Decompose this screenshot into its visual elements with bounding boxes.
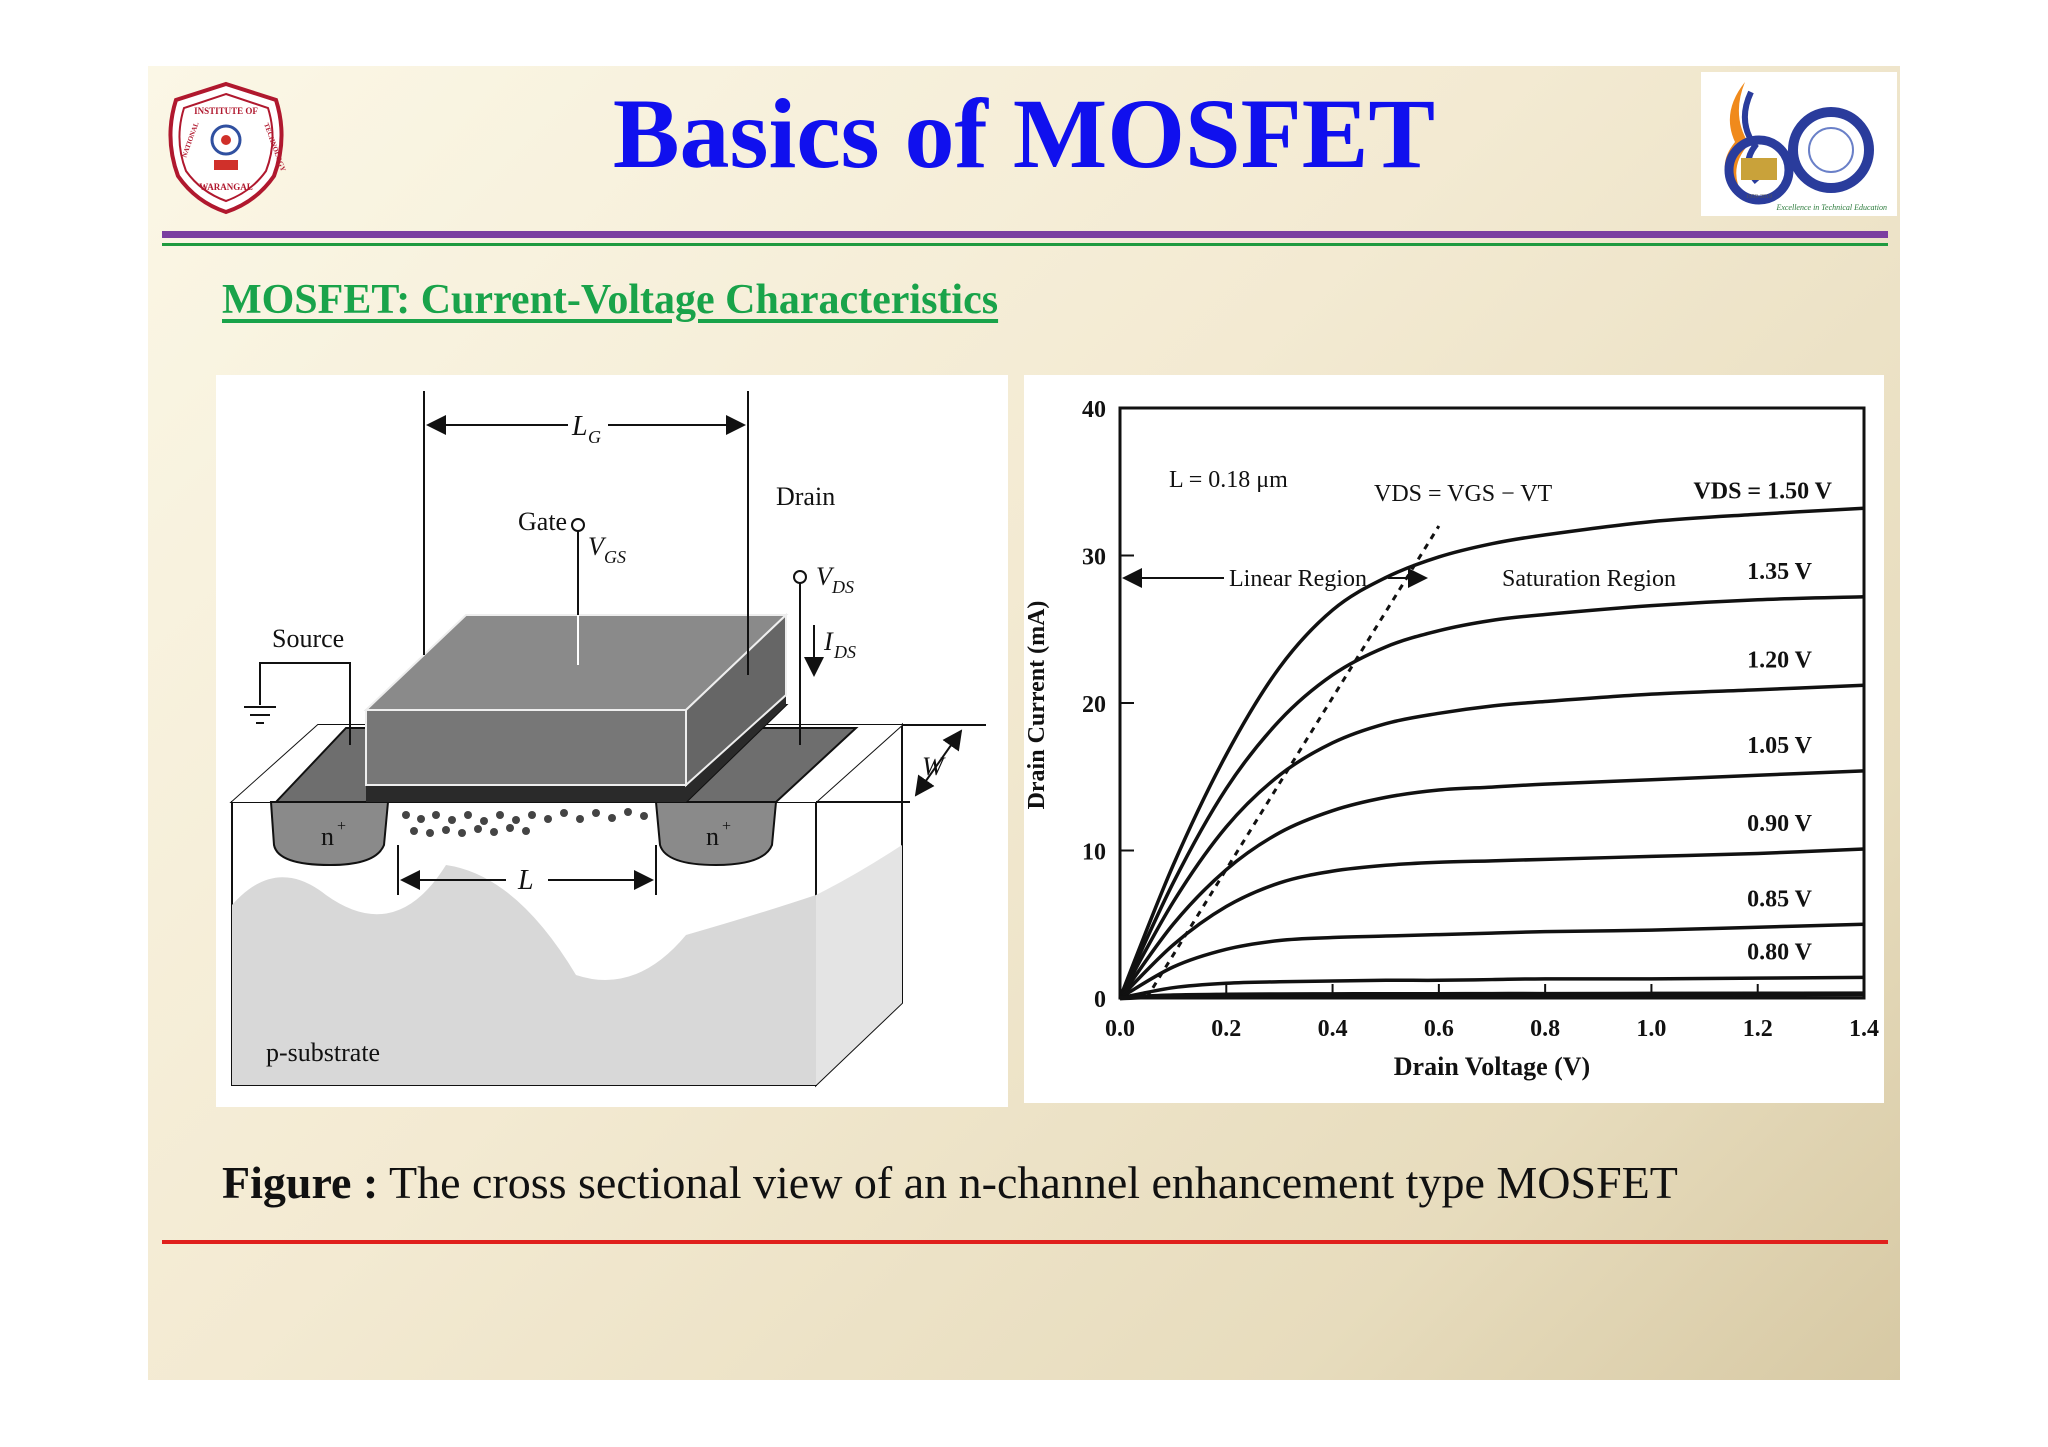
series-label: 0.85 V [1747,886,1813,912]
caption-label: Figure : [222,1157,379,1208]
x-axis-label: Drain Voltage (V) [1394,1052,1590,1081]
width-label: W [922,752,946,781]
series-label: 0.90 V [1747,811,1813,837]
caption-text: The cross sectional view of an n-channel… [388,1157,1678,1208]
diamond-jubilee-60-logo-icon: 1959-2019 Excellence in Technical Educat… [1701,72,1897,216]
series-label: 1.20 V [1747,647,1813,673]
x-tick-label: 0.2 [1211,1016,1241,1042]
iv-curve-line [1118,595,1865,999]
svg-text:+: + [722,818,731,835]
saturation-region-label: Saturation Region [1502,566,1676,592]
svg-text:DS: DS [831,577,854,597]
svg-text:+: + [337,818,346,835]
x-tick-label: 0.0 [1105,1016,1135,1042]
y-tick-label: 10 [1082,840,1106,866]
mosfet-cross-section-diagram: n + n + L G [216,375,1008,1107]
x-tick-label: 1.0 [1636,1016,1666,1042]
svg-text:1959-2019: 1959-2019 [1746,194,1772,200]
iv-characteristics-chart: 0 10 20 30 40 0.0 0.2 0.4 0.6 0.8 1.0 1.2 1.4 VDS =… [1024,375,1884,1103]
y-tick-label: 0 [1094,987,1106,1013]
title-rule-purple [162,231,1888,238]
svg-text:INSTITUTE OF: INSTITUTE OF [194,106,258,116]
x-tick-label: 0.8 [1530,1016,1560,1042]
title-rule-green [162,243,1888,246]
iv-curve-line [1118,769,1865,1000]
channel-length-label: L [517,865,534,896]
y-axis-label: Drain Current (mA) [1024,601,1050,810]
linear-region-label: Linear Region [1229,566,1367,592]
ids-label: I [823,627,834,656]
series-label: 0.80 V [1747,939,1813,965]
vgs-label: V [588,532,607,561]
y-tick-label: 20 [1082,692,1106,718]
n-plus-right-label: n [706,822,719,851]
boundary-annotation: VDS = VGS − VT [1374,481,1553,507]
n-plus-left-label: n [321,822,334,851]
source-label: Source [272,624,344,653]
iv-curve-line [1119,991,1865,1001]
x-tick-label: 1.2 [1743,1016,1773,1042]
gate-label: Gate [518,507,567,536]
iv-curve-line [1118,683,1865,999]
section-subtitle: MOSFET: Current-Voltage Characteristics [222,277,999,323]
iv-curve-line [1118,847,1865,1000]
svg-text:WARANGAL: WARANGAL [199,182,253,192]
iv-curve-line [1119,922,1865,1000]
series-label: 1.35 V [1747,559,1813,585]
svg-text:Excellence in Technical Educat: Excellence in Technical Education [1775,203,1887,212]
svg-text:DS: DS [833,642,856,662]
footer-rule-red [162,1240,1888,1244]
substrate-label: p-substrate [266,1038,380,1067]
figure-caption: Figure : The cross sectional view of an … [222,1156,1678,1209]
length-annotation: L = 0.18 μm [1169,467,1288,493]
page-title: Basics of MOSFET [612,78,1436,189]
svg-text:G: G [588,427,601,447]
iv-curve-line [1118,506,1865,999]
series-label: VDS = 1.50 V [1693,478,1832,504]
gate-length-label: L [571,411,588,442]
drain-label: Drain [776,482,835,511]
x-tick-label: 1.4 [1849,1016,1879,1042]
y-tick-label: 40 [1082,397,1106,423]
y-tick-label: 30 [1082,545,1106,571]
x-tick-label: 0.4 [1318,1016,1348,1042]
nit-warangal-crest-icon: INSTITUTE OF NATIONAL TECHNOLOGY WARANGA… [156,78,296,218]
iv-curve-line [1119,975,1865,1000]
series-label: 1.05 V [1747,733,1813,759]
svg-text:GS: GS [604,547,626,567]
x-tick-label: 0.6 [1424,1016,1454,1042]
vds-label: V [816,562,835,591]
slide: INSTITUTE OF NATIONAL TECHNOLOGY WARANGA… [148,66,1900,1380]
saturation-boundary-line [1145,525,1441,999]
